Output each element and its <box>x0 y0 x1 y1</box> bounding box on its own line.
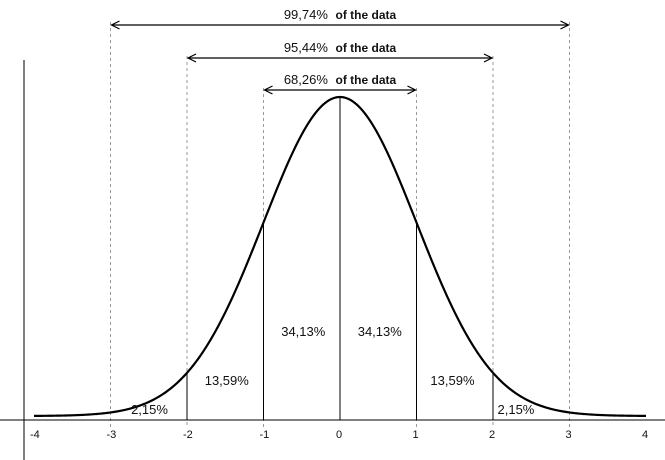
arrowhead-left <box>263 85 273 95</box>
range-suffix: of the data <box>336 41 397 55</box>
range-label: 95,44% of the data <box>284 40 397 55</box>
region-label-left-tail: 2,15% <box>131 402 168 417</box>
x-tick-label: 0 <box>336 429 342 441</box>
arrowhead-right <box>483 53 494 63</box>
arrowhead-right <box>560 20 570 30</box>
region-labels: 2,15% 13,59% 34,13% 34,13% 13,59% 2,15% <box>131 324 535 417</box>
x-tick-label: -1 <box>260 429 270 441</box>
range-1sd: 68,26% of the data <box>263 72 417 95</box>
arrowhead-left <box>186 53 197 63</box>
region-label-left-2sd: 13,59% <box>205 373 250 388</box>
region-label-right-1sd: 34,13% <box>358 324 403 339</box>
range-percent: 99,74% <box>284 7 332 22</box>
range-percent: 68,26% <box>284 72 332 87</box>
arrowhead-left <box>110 20 120 30</box>
x-tick-label: 4 <box>642 429 648 441</box>
x-tick-label: -4 <box>30 429 40 441</box>
range-3sd: 99,74% of the data <box>110 7 570 30</box>
arrowhead-right <box>407 85 417 95</box>
normal-curve <box>33 95 647 417</box>
range-label: 99,74% of the data <box>284 7 397 22</box>
range-2sd: 95,44% of the data <box>186 40 494 63</box>
range-percent: 95,44% <box>284 40 332 55</box>
region-label-right-tail: 2,15% <box>498 402 535 417</box>
x-tick-label: -2 <box>183 429 193 441</box>
x-axis-ticks: -4 -3 -2 -1 0 1 2 3 4 <box>30 429 648 441</box>
x-tick-label: -3 <box>107 429 117 441</box>
region-label-right-2sd: 13,59% <box>430 373 475 388</box>
region-label-left-1sd: 34,13% <box>281 324 326 339</box>
x-tick-label: 1 <box>413 429 419 441</box>
x-tick-label: 2 <box>489 429 495 441</box>
sd-boundary-lines <box>186 97 494 420</box>
x-tick-label: 3 <box>566 429 572 441</box>
range-suffix: of the data <box>336 8 397 22</box>
range-suffix: of the data <box>336 73 397 87</box>
range-label: 68,26% of the data <box>284 72 397 87</box>
